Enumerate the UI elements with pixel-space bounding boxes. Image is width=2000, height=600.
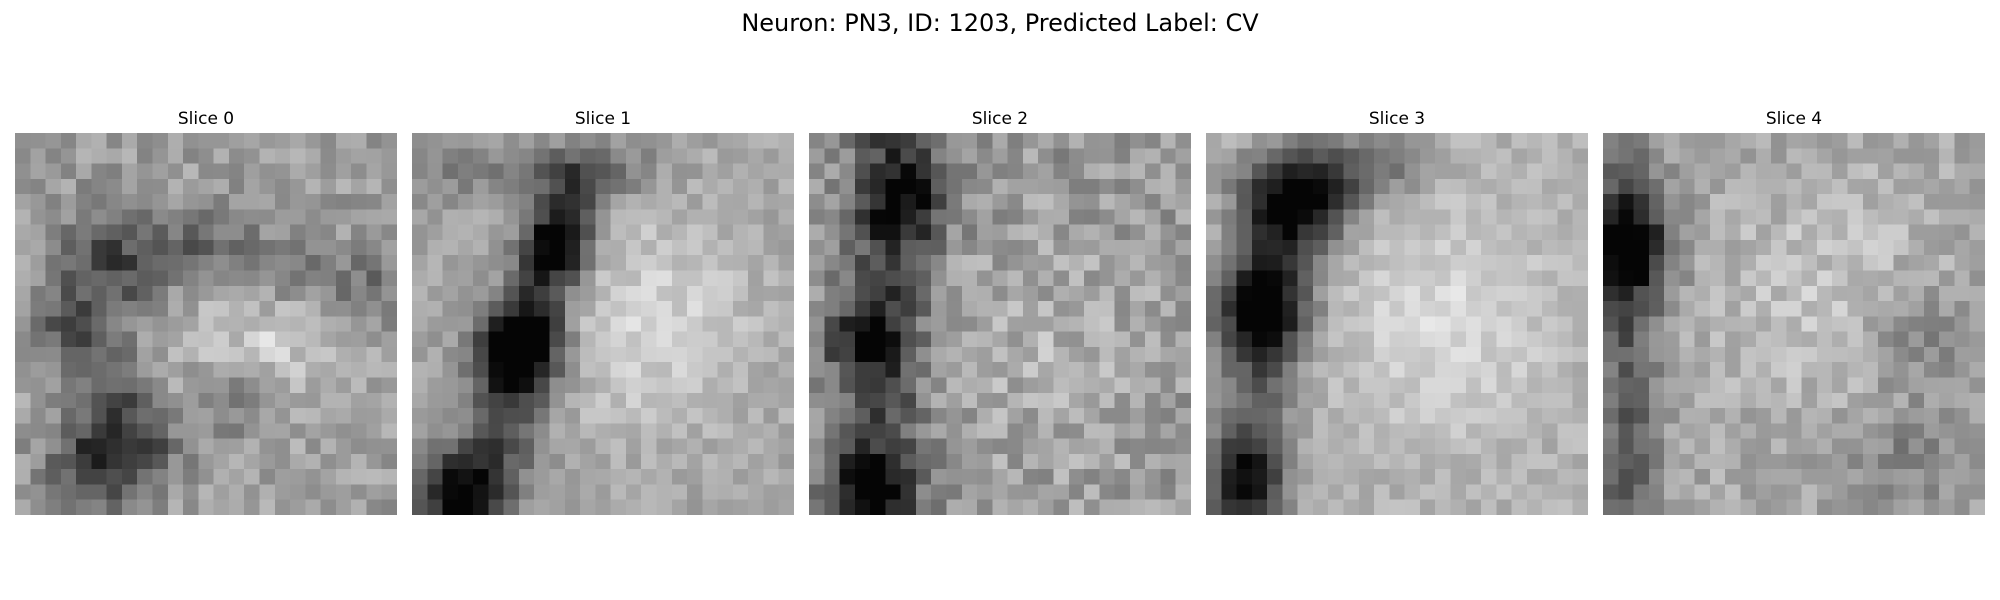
slice-panel-2: Slice 2	[809, 108, 1191, 515]
slice-title-0: Slice 0	[177, 109, 235, 129]
slice-image-3	[1206, 133, 1588, 515]
slice-panel-4: Slice 4	[1603, 108, 1985, 515]
slice-title-4: Slice 4	[1765, 109, 1823, 129]
slice-title-1: Slice 1	[574, 109, 632, 129]
slice-panel-1: Slice 1	[412, 108, 794, 515]
slice-image-1	[412, 133, 794, 515]
slice-image-2	[809, 133, 1191, 515]
slice-image-0	[15, 133, 397, 515]
slice-image-4	[1603, 133, 1985, 515]
slice-panel-3: Slice 3	[1206, 108, 1588, 515]
slice-title-2: Slice 2	[971, 109, 1029, 129]
figure-title: Neuron: PN3, ID: 1203, Predicted Label: …	[741, 9, 1259, 37]
slice-panel-0: Slice 0	[15, 108, 397, 515]
slice-title-3: Slice 3	[1368, 109, 1426, 129]
